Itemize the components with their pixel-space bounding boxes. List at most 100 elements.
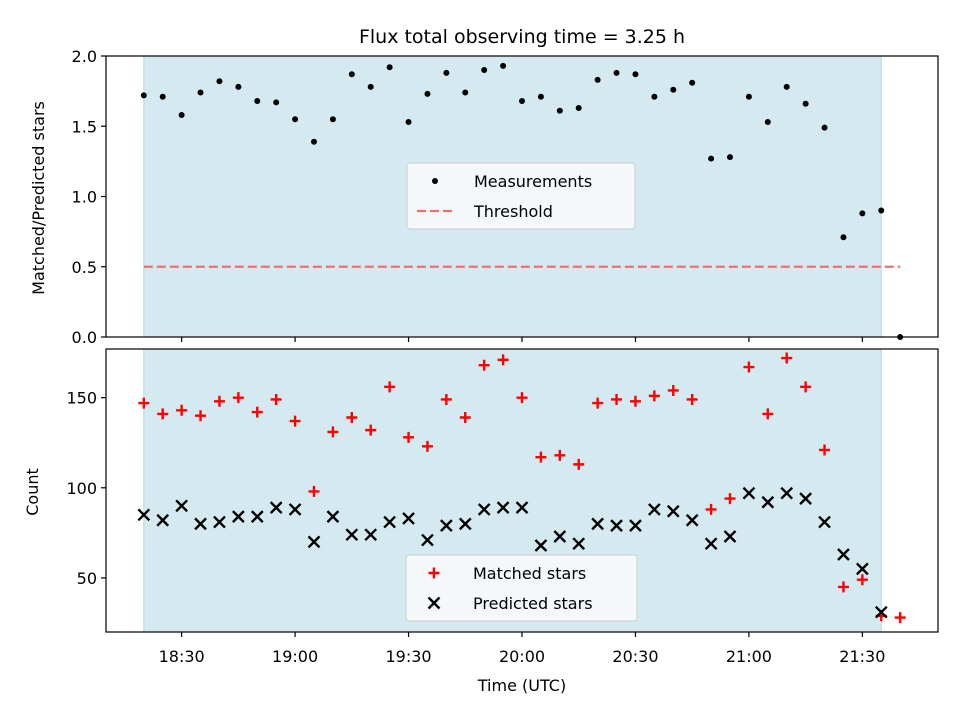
- predicted-star-point: [269, 501, 283, 514]
- measurement-point: [689, 79, 696, 86]
- predicted-star-point: [856, 562, 869, 576]
- x-tick-label: 19:30: [385, 647, 431, 666]
- measurement-point: [575, 104, 582, 111]
- legend-box: [405, 554, 638, 622]
- measurement-point: [878, 207, 885, 214]
- measurement-point: [727, 154, 733, 161]
- predicted-star-point: [648, 503, 661, 516]
- predicted-star-point: [629, 519, 642, 532]
- predicted-star-point: [175, 499, 188, 513]
- x-tick-label: 18:30: [159, 647, 205, 666]
- measurement-point: [519, 97, 525, 104]
- legend-label: Measurements: [474, 172, 592, 191]
- measurement-point: [140, 92, 147, 99]
- x-tick-label: 21:00: [726, 647, 772, 666]
- matched-star-point: [819, 444, 831, 456]
- y-tick-label: 150: [66, 389, 97, 408]
- matched-star-point: [459, 411, 471, 423]
- measurement-point: [670, 86, 677, 93]
- predicted-star-point: [874, 605, 888, 619]
- predicted-star-point: [780, 486, 794, 500]
- matched-star-point: [346, 411, 358, 423]
- legend: Matched stars Predicted stars: [405, 554, 638, 622]
- x-tick-label: 19:00: [272, 647, 318, 666]
- measurement-point: [386, 64, 393, 71]
- y-axis-label-ratio: Matched/Predicted stars: [29, 101, 48, 295]
- predicted-star-point: [307, 535, 321, 549]
- matched-star-point: [478, 359, 490, 371]
- predicted-star-point: [156, 513, 170, 527]
- matched-star-point: [195, 410, 207, 422]
- measurement-point: [159, 93, 166, 100]
- measurement-point: [500, 62, 507, 69]
- matched-star-point: [554, 449, 566, 461]
- measurement-point: [405, 119, 412, 126]
- matched-star-point: [856, 574, 868, 586]
- legend: Measurements Threshold: [406, 162, 636, 230]
- measurement-point: [764, 119, 771, 126]
- measurement-point: [481, 67, 488, 74]
- measurement-point: [235, 83, 242, 90]
- predicted-star-point: [704, 537, 718, 551]
- measurement-point: [329, 116, 336, 123]
- matched-star-point: [800, 381, 812, 393]
- predicted-star-point: [572, 537, 586, 551]
- measurement-point: [556, 107, 563, 114]
- matched-star-point: [648, 390, 660, 402]
- predicted-star-point: [723, 530, 737, 543]
- matched-star-point: [611, 393, 623, 405]
- matched-star-point: [403, 431, 415, 443]
- matched-star-point: [743, 361, 755, 373]
- measurement-point: [216, 78, 223, 85]
- matched-star-point: [327, 426, 339, 438]
- matched-star-point: [516, 392, 528, 404]
- measurement-point: [594, 76, 601, 83]
- matched-star-point: [781, 352, 793, 364]
- predicted-star-point: [250, 510, 264, 523]
- matched-star-point: [251, 406, 263, 418]
- predicted-star-point: [610, 519, 623, 532]
- matched-star-point: [762, 408, 774, 420]
- matched-star-point: [724, 493, 736, 505]
- legend-measurement-swatch: [432, 178, 438, 184]
- measurement-point: [651, 93, 658, 100]
- predicted-star-point: [666, 504, 680, 518]
- predicted-star-point: [818, 515, 831, 529]
- legend-label: Matched stars: [473, 564, 586, 583]
- legend-label: Predicted stars: [473, 594, 593, 613]
- predicted-star-point: [761, 495, 775, 509]
- matched-star-point: [592, 397, 604, 409]
- legend-matched-swatch: [428, 567, 440, 579]
- matched-star-point: [440, 393, 452, 405]
- predicted-star-point: [515, 501, 529, 514]
- predicted-star-point: [194, 517, 207, 531]
- matched-star-point: [365, 424, 377, 436]
- y-tick-label: 100: [66, 479, 97, 498]
- predicted-star-point: [742, 486, 756, 500]
- matched-star-point: [837, 581, 849, 593]
- matched-star-point: [535, 451, 547, 463]
- measurement-point: [462, 89, 469, 96]
- predicted-star-point: [137, 508, 151, 522]
- predicted-star-point: [553, 530, 567, 543]
- matched-star-point: [894, 612, 906, 624]
- predicted-star-point: [591, 517, 604, 531]
- predicted-star-point: [402, 512, 415, 525]
- legend-box: [406, 162, 636, 230]
- matched-star-point: [629, 395, 641, 407]
- y-tick-label: 1.0: [72, 188, 97, 207]
- count-panel: 50 100 150 18:30 19:00 19:30 20:00 20:30 21:00 21…: [66, 348, 939, 666]
- ratio-panel: 0.0 0.5 1.0 1.5 2.0 Measurements Threshold: [72, 47, 939, 347]
- predicted-star-point: [421, 533, 434, 547]
- matched-star-point: [213, 395, 225, 407]
- matched-star-point: [421, 440, 433, 452]
- measurement-point: [708, 155, 715, 162]
- measurement-point: [254, 97, 261, 104]
- y-tick-label: 50: [77, 569, 97, 588]
- measurement-point: [840, 234, 847, 241]
- measurement-point: [367, 83, 374, 90]
- matched-star-point: [176, 404, 188, 416]
- chart-title: Flux total observing time = 3.25 h: [359, 26, 685, 48]
- measurement-point: [745, 93, 752, 100]
